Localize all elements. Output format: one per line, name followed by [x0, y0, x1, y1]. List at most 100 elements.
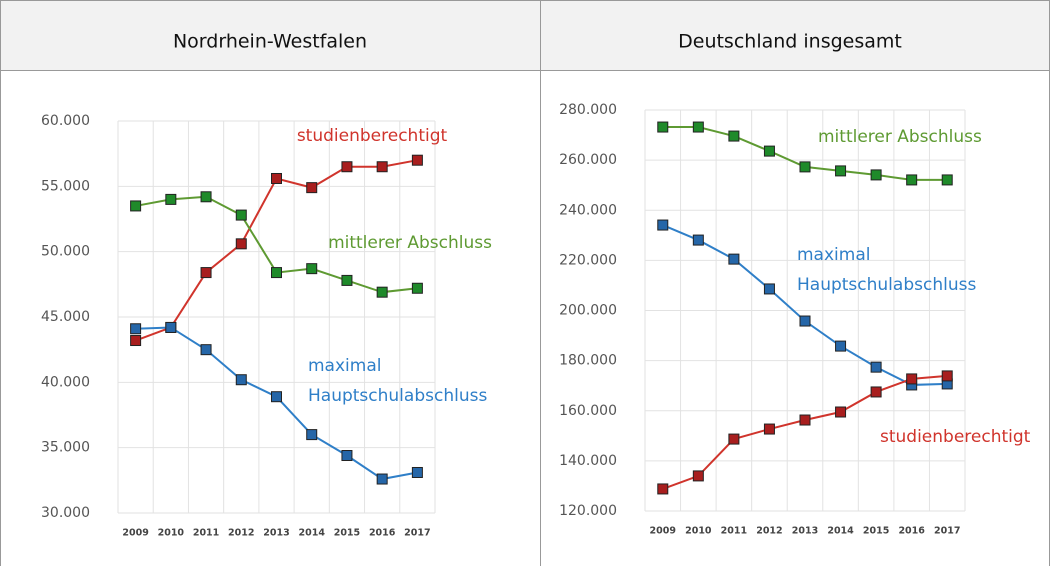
- series-label-box: studienberechtigt: [296, 126, 448, 146]
- point: [657, 483, 669, 495]
- x-tick-label: 2010: [158, 528, 185, 539]
- point: [200, 267, 212, 279]
- point: [306, 429, 318, 441]
- x-tick-label: 2017: [934, 526, 960, 537]
- point: [692, 121, 704, 133]
- series-label-box: mittlerer Abschluss: [328, 233, 492, 253]
- point: [657, 219, 669, 231]
- x-tick-label: 2011: [193, 528, 219, 539]
- point: [376, 473, 388, 485]
- point: [271, 391, 282, 403]
- point: [235, 209, 247, 221]
- point: [235, 238, 247, 250]
- point: [870, 169, 882, 181]
- x-tick-label: 2015: [863, 526, 889, 537]
- point: [728, 253, 740, 265]
- point: [835, 165, 847, 177]
- point: [411, 466, 423, 478]
- series-label: mittlerer Abschluss: [328, 233, 492, 253]
- series-label-box: maximal Hauptschulabschluss: [797, 245, 977, 295]
- y-tick-label: 120.000: [559, 503, 617, 519]
- point: [835, 340, 847, 352]
- x-tick-label: 2016: [369, 528, 396, 539]
- point: [692, 234, 704, 246]
- point: [799, 315, 811, 327]
- point: [692, 470, 704, 482]
- point: [941, 370, 953, 382]
- y-tick-label: 140.000: [559, 453, 617, 469]
- point: [835, 406, 847, 418]
- y-tick-label: 260.000: [559, 152, 617, 168]
- point: [130, 200, 142, 212]
- point: [411, 282, 423, 294]
- y-tick-label: 45.000: [41, 309, 90, 325]
- y-tick-label: 35.000: [41, 440, 90, 456]
- point: [341, 274, 353, 286]
- point: [376, 286, 388, 298]
- point: [341, 450, 353, 462]
- x-tick-label: 2011: [721, 526, 747, 537]
- x-tick-label: 2013: [792, 526, 818, 537]
- point: [341, 161, 353, 173]
- header-row: [0, 0, 1050, 70]
- y-tick-label: 30.000: [41, 505, 90, 521]
- point: [235, 374, 247, 386]
- point: [376, 161, 388, 173]
- x-tick-label: 2014: [298, 528, 325, 539]
- point: [306, 263, 318, 275]
- chart-title: Deutschland insgesamt: [678, 31, 902, 53]
- series-label: studienberechtigt: [880, 427, 1031, 447]
- x-tick-label: 2017: [404, 528, 430, 539]
- point: [271, 172, 282, 184]
- point: [799, 161, 811, 173]
- series-label: studienberechtigt: [296, 126, 448, 146]
- point: [200, 344, 212, 356]
- x-tick-label: 2015: [334, 528, 360, 539]
- point: [728, 433, 740, 445]
- x-tick-label: 2016: [898, 526, 925, 537]
- x-tick-label: 2012: [756, 526, 782, 537]
- point: [271, 267, 282, 279]
- point: [130, 323, 142, 335]
- y-tick-label: 55.000: [41, 178, 90, 194]
- x-tick-label: 2009: [122, 528, 148, 539]
- point: [941, 174, 953, 186]
- chart-title: Nordrhein-Westfalen: [173, 31, 367, 53]
- x-tick-label: 2013: [263, 528, 289, 539]
- series-label-box: maximal Hauptschulabschluss: [308, 356, 488, 406]
- series-label-box: mittlerer Abschluss: [818, 127, 982, 147]
- x-tick-label: 2012: [228, 528, 254, 539]
- point: [165, 193, 177, 205]
- x-tick-label: 2009: [650, 526, 676, 537]
- y-tick-label: 200.000: [559, 303, 617, 319]
- point: [870, 386, 882, 398]
- y-tick-label: 40.000: [41, 374, 90, 390]
- point: [763, 423, 775, 435]
- y-tick-label: 180.000: [559, 353, 617, 369]
- point: [763, 283, 775, 295]
- series-label-box: studienberechtigt: [880, 427, 1031, 447]
- point: [657, 121, 669, 133]
- x-tick-label: 2014: [827, 526, 854, 537]
- point: [130, 335, 142, 347]
- point: [411, 154, 423, 166]
- point: [200, 191, 212, 203]
- y-tick-label: 50.000: [41, 244, 90, 260]
- series-label: maximal Hauptschulabschluss: [797, 245, 977, 295]
- y-tick-label: 280.000: [559, 102, 617, 118]
- point: [906, 373, 918, 385]
- point: [799, 414, 811, 426]
- point: [165, 321, 177, 333]
- x-tick-label: 2010: [685, 526, 712, 537]
- y-tick-label: 240.000: [559, 202, 617, 218]
- y-tick-label: 160.000: [559, 403, 617, 419]
- point: [906, 174, 918, 186]
- point: [306, 182, 318, 194]
- y-tick-label: 220.000: [559, 252, 617, 268]
- point: [870, 361, 882, 373]
- point: [728, 130, 740, 142]
- series-label: mittlerer Abschluss: [818, 127, 982, 147]
- y-tick-label: 60.000: [41, 113, 90, 129]
- series-label: maximal Hauptschulabschluss: [308, 356, 488, 406]
